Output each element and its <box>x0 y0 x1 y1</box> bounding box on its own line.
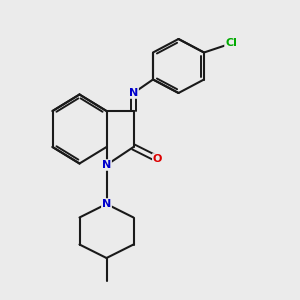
Text: N: N <box>102 199 111 209</box>
Text: O: O <box>153 154 162 164</box>
Text: N: N <box>102 160 111 170</box>
Text: N: N <box>129 88 138 98</box>
Text: Cl: Cl <box>225 38 237 49</box>
